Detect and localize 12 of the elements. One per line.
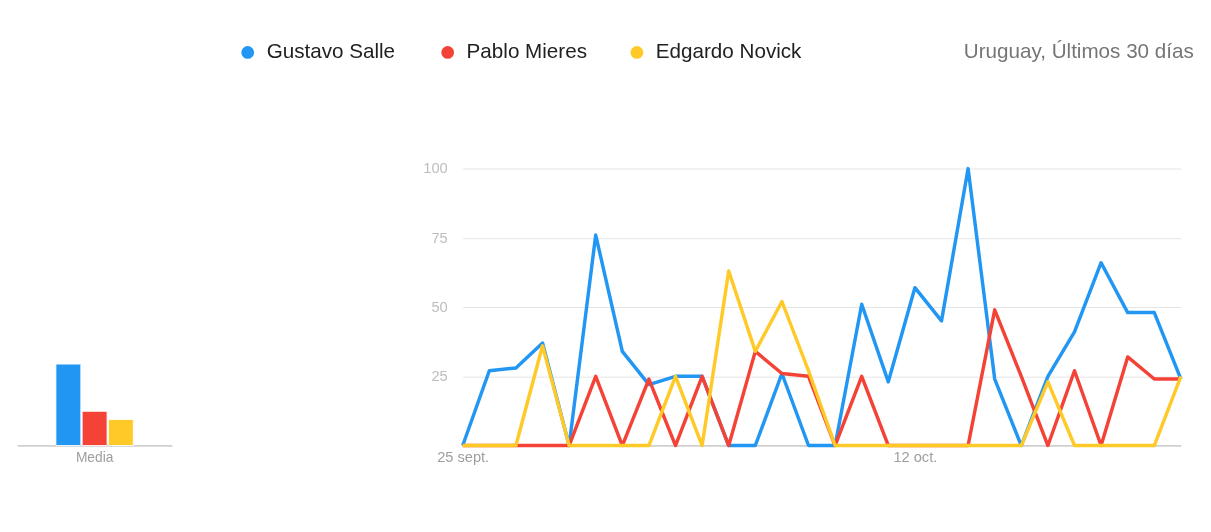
y-tick-label: 100 [423, 160, 448, 177]
y-tick-label: 75 [431, 229, 448, 246]
line-series [461, 269, 1183, 448]
x-tick-label: 25 sept. [437, 449, 490, 466]
text: Uruguay, Últimos 30 días [963, 39, 1194, 63]
x-tick-label: Media [75, 450, 114, 466]
x-tick-label: 12 oct. [893, 449, 938, 466]
legend-label: Gustavo Salle [266, 39, 396, 63]
legend-label: Edgardo Novick [655, 39, 803, 63]
y-tick-label: 25 [431, 368, 448, 385]
legend-label: Pablo Mieres [466, 39, 587, 63]
y-tick-label: 50 [431, 298, 448, 315]
